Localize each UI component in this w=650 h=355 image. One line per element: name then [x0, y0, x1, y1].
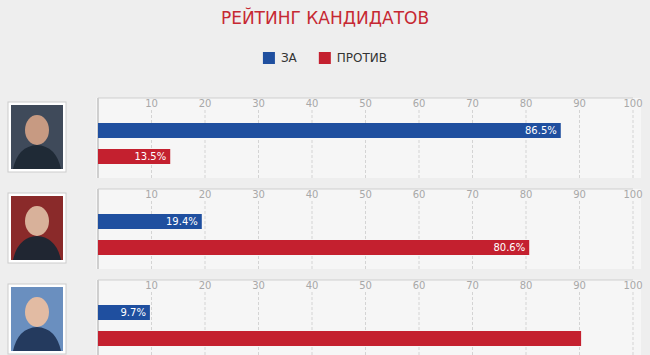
panel [96, 98, 641, 178]
tick-label: 50 [359, 98, 372, 109]
grid-line [258, 110, 259, 178]
grid-line [633, 201, 634, 269]
bars [98, 214, 529, 255]
tick-label: 70 [466, 189, 479, 200]
tick-label: 100 [623, 189, 642, 200]
bars [98, 305, 581, 346]
data-label: 9.7% [120, 307, 145, 318]
photo-body [13, 236, 61, 260]
tick-label: 100 [623, 280, 642, 291]
tick-label: 20 [199, 98, 212, 109]
legend: ЗА ПРОТИВ [263, 51, 387, 65]
grid-line [312, 201, 313, 269]
tick-label: 50 [359, 189, 372, 200]
grid-line [419, 201, 420, 269]
data-label: 19.4% [166, 216, 198, 227]
tick-label: 50 [359, 280, 372, 291]
tick-label: 40 [306, 280, 319, 291]
bar [98, 305, 150, 320]
tick-label: 10 [145, 98, 158, 109]
bar [98, 240, 529, 255]
bar [98, 331, 581, 346]
title: РЕЙТИНГ КАНДИДАТОВ [221, 7, 429, 28]
grid-line [312, 110, 313, 178]
grid-line [419, 110, 420, 178]
tick-label: 90 [573, 189, 586, 200]
photo-body [13, 327, 61, 351]
grid-line [526, 201, 527, 269]
data-label: 13.5% [134, 151, 166, 162]
tick-label: 90 [573, 280, 586, 291]
bar [98, 149, 170, 164]
tick-label: 80 [520, 189, 533, 200]
tick-label: 70 [466, 98, 479, 109]
tick-label: 90 [573, 98, 586, 109]
grid-line [205, 110, 206, 178]
panel [96, 280, 641, 355]
grid-line [151, 110, 152, 178]
grid-line [579, 110, 580, 178]
legend-swatch [319, 52, 331, 64]
photo-frame [8, 193, 66, 263]
photo-frame [8, 102, 66, 172]
tick-label: 60 [413, 280, 426, 291]
bar [98, 123, 561, 138]
chart: РЕЙТИНГ КАНДИДАТОВ ЗА ПРОТИВ 10 20 30 40 50 60 70… [0, 0, 650, 355]
photo-bg [11, 105, 63, 169]
tick-label: 80 [520, 280, 533, 291]
tick-label: 30 [252, 189, 265, 200]
grid-line [205, 201, 206, 269]
legend-label: ПРОТИВ [337, 51, 387, 65]
photo-bg [11, 196, 63, 260]
photo-head [25, 206, 49, 236]
tick-label: 60 [413, 98, 426, 109]
legend-swatch [263, 52, 275, 64]
grid-line [365, 110, 366, 178]
data-label: 80.6% [493, 242, 525, 253]
tick-label: 20 [199, 280, 212, 291]
tick-label: 10 [145, 280, 158, 291]
grid-line [526, 110, 527, 178]
photo-head [25, 115, 49, 145]
grid-line [472, 201, 473, 269]
tick-label: 80 [520, 98, 533, 109]
tick-label: 40 [306, 98, 319, 109]
panel [96, 189, 641, 269]
grid-line [633, 110, 634, 178]
grid-line [472, 110, 473, 178]
grid-line [579, 201, 580, 269]
tick-label: 100 [623, 98, 642, 109]
bars [98, 123, 561, 164]
tick-label: 70 [466, 280, 479, 291]
tick-label: 30 [252, 280, 265, 291]
photo [8, 193, 66, 263]
tick-label: 20 [199, 189, 212, 200]
photo-bg [11, 287, 63, 351]
legend-label: ЗА [281, 51, 298, 65]
tick-label: 40 [306, 189, 319, 200]
tick-label: 30 [252, 98, 265, 109]
grid-line [365, 201, 366, 269]
tick-label: 10 [145, 189, 158, 200]
photo [8, 284, 66, 354]
photo-frame [8, 284, 66, 354]
grid-line [633, 292, 634, 355]
grid-line [258, 201, 259, 269]
tick-label: 60 [413, 189, 426, 200]
grid-line [151, 201, 152, 269]
photo [8, 102, 66, 172]
photo-head [25, 297, 49, 327]
bar [98, 214, 202, 229]
data-label: 86.5% [525, 125, 557, 136]
photo-body [13, 145, 61, 169]
